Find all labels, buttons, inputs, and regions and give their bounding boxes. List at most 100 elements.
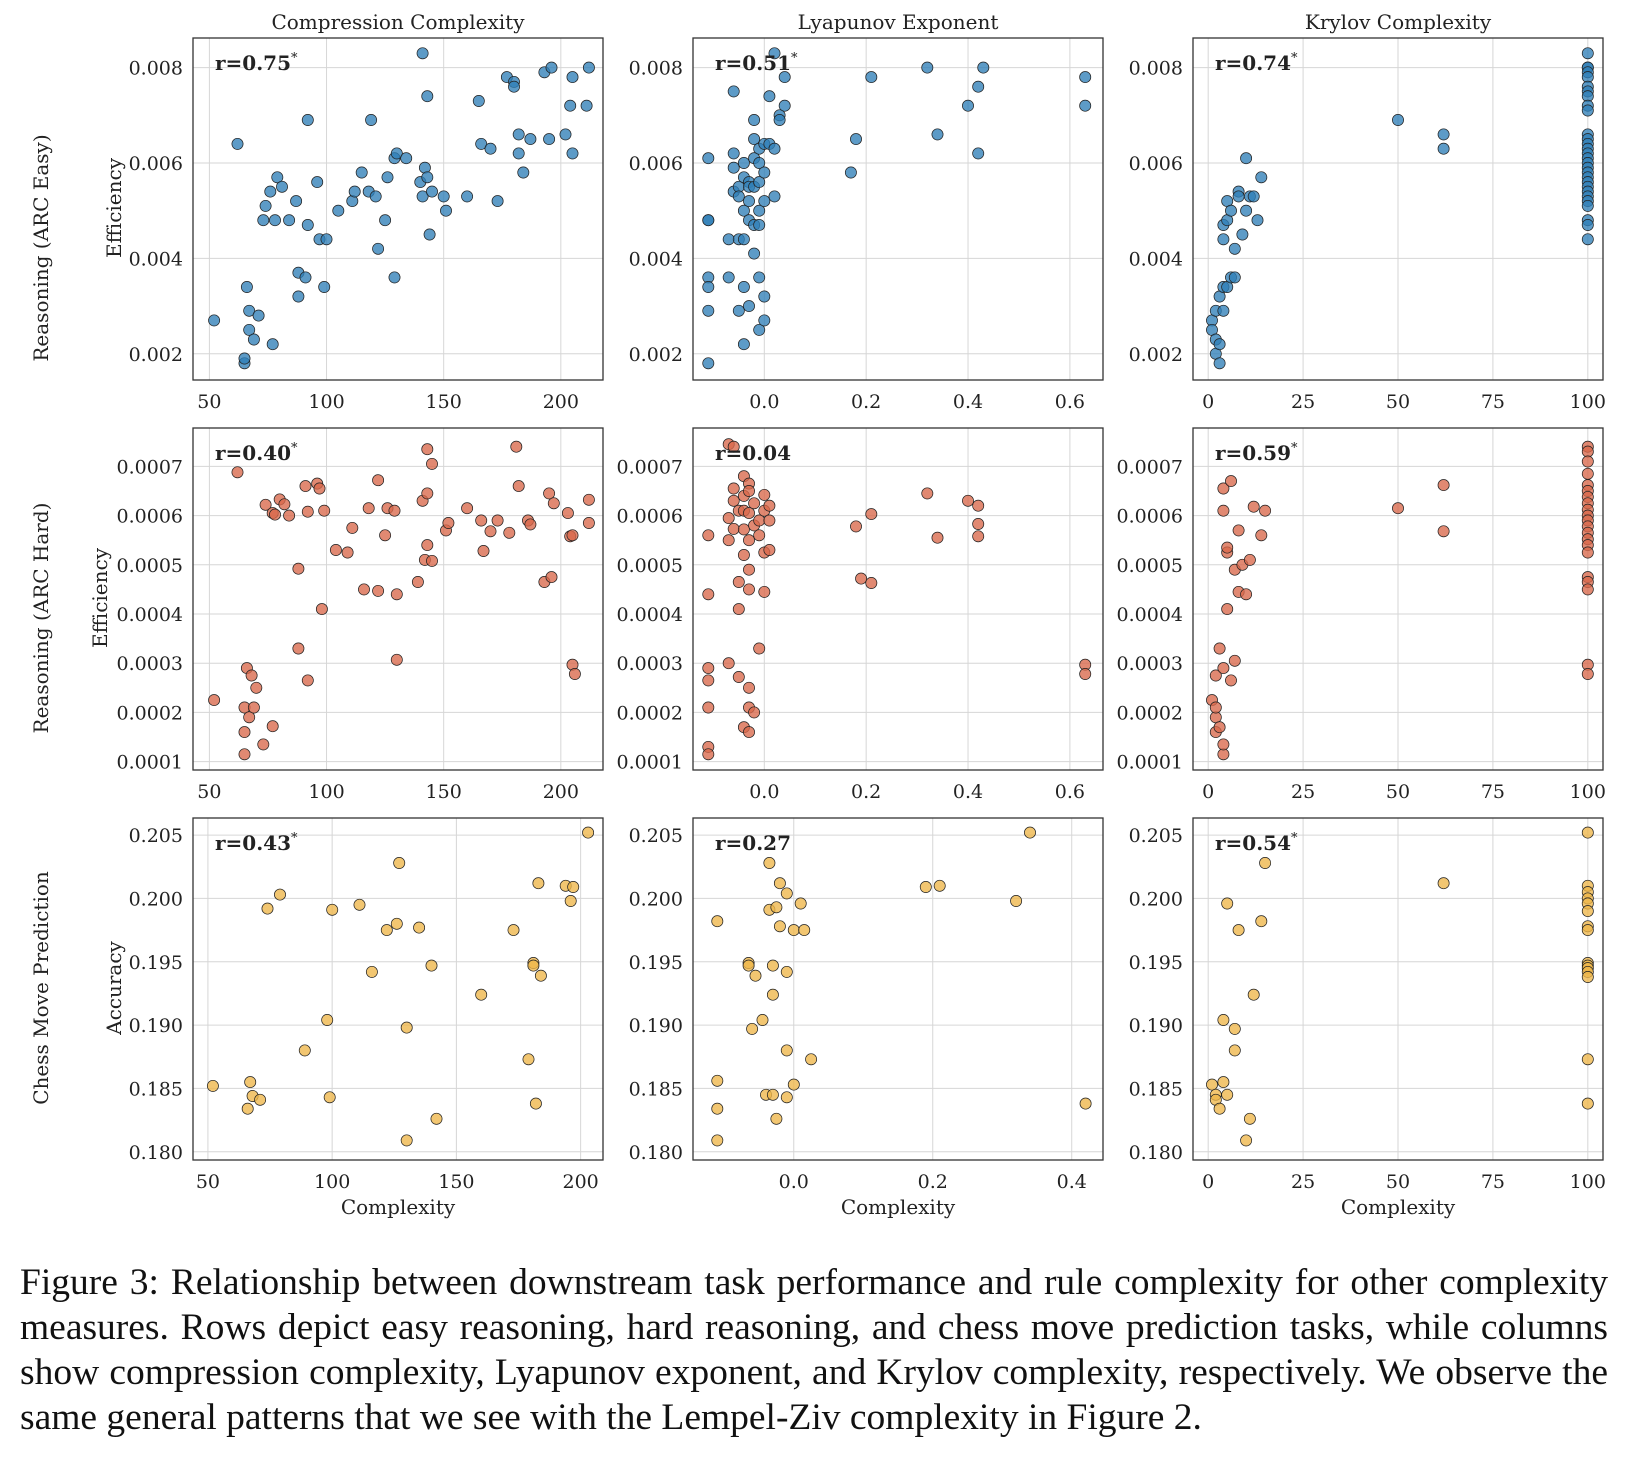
data-point (301, 219, 314, 231)
x-tick-label: 0 (1202, 781, 1214, 803)
data-point (390, 917, 403, 930)
plot-frame (692, 37, 1104, 381)
data-point (727, 85, 740, 98)
y-tick-label: 0.180 (129, 1142, 183, 1164)
ylabel-accuracy-row2: Accuracy (102, 940, 126, 1035)
data-point (778, 99, 791, 112)
data-point (510, 440, 523, 453)
data-point (1581, 1053, 1594, 1066)
data-point (320, 233, 333, 246)
plot-frame (192, 817, 604, 1161)
data-point (702, 357, 715, 370)
data-point (1221, 603, 1234, 616)
data-point (301, 505, 314, 518)
data-point (1217, 738, 1230, 751)
data-point (1259, 504, 1272, 517)
data-point (1217, 482, 1230, 495)
data-point (732, 603, 745, 616)
x-tick-label: 100 (1570, 1171, 1606, 1193)
x-tick-label: 100 (1570, 781, 1606, 803)
data-point (512, 128, 525, 141)
data-point (1581, 219, 1594, 231)
data-point (231, 137, 244, 150)
data-point (773, 920, 786, 933)
y-tick-label: 0.0007 (617, 456, 683, 478)
plot-frame (192, 37, 604, 381)
data-point (503, 526, 516, 539)
data-point (1225, 674, 1237, 687)
data-point (763, 544, 776, 556)
data-point (400, 152, 413, 165)
data-point (753, 514, 766, 527)
data-point (421, 171, 434, 184)
y-tick-label: 0.0004 (117, 604, 183, 626)
y-tick-label: 0.0007 (1117, 456, 1183, 478)
data-point (238, 748, 251, 761)
scatter-panel: 0 25 50 75 100 0.180 0.185 0.190 0.195 0.200 0.205… (1129, 817, 1606, 1193)
data-point (711, 915, 724, 928)
data-point (393, 857, 406, 869)
data-point (238, 726, 251, 739)
data-point (727, 522, 740, 535)
data-point (532, 877, 545, 890)
data-point (298, 1044, 311, 1057)
data-point (1236, 228, 1249, 241)
data-point (1437, 479, 1450, 492)
data-point (743, 534, 755, 547)
plot-frame (1192, 427, 1604, 771)
data-point (1213, 357, 1226, 370)
x-tick-label: 150 (426, 781, 462, 803)
y-tick-label: 0.0001 (117, 752, 183, 774)
x-tick-label: 25 (1291, 1171, 1315, 1193)
ylabel-efficiency-row0: Efficiency (102, 157, 126, 258)
data-point (748, 114, 761, 126)
ylabel-efficiency-row1: Efficiency (88, 547, 112, 648)
x-tick-label: 0.0 (749, 781, 779, 803)
data-point (972, 147, 985, 160)
data-point (524, 133, 537, 146)
data-point (257, 738, 270, 751)
data-point (787, 924, 800, 937)
data-point (1581, 104, 1594, 117)
data-point (326, 903, 339, 916)
data-point (379, 214, 392, 227)
data-point (753, 642, 766, 655)
data-point (919, 881, 932, 893)
data-point (732, 190, 745, 203)
data-point (748, 133, 761, 146)
data-point (748, 247, 761, 260)
data-point (1225, 204, 1237, 217)
data-point (292, 290, 305, 303)
data-point (798, 924, 811, 937)
data-point (1228, 1044, 1241, 1057)
data-point (766, 959, 779, 972)
data-point (301, 114, 314, 126)
data-point (743, 507, 755, 520)
data-point (1259, 857, 1272, 869)
x-tick-label: 75 (1481, 1171, 1505, 1193)
correlation-label: r=0.75* (215, 51, 298, 75)
data-point (743, 726, 755, 739)
figure-caption: Figure 3: Relationship between downstrea… (20, 1262, 1608, 1438)
y-tick-label: 0.205 (129, 825, 183, 847)
data-point (1581, 971, 1594, 983)
data-point (208, 314, 221, 327)
data-point (737, 233, 750, 246)
data-point (753, 176, 766, 189)
y-tick-label: 0.002 (129, 344, 183, 366)
scatter-panel: 50 100 150 200 0.002 0.004 0.006 0.008 r=0.75* (129, 37, 604, 413)
data-point (1392, 114, 1404, 126)
data-point (753, 204, 766, 217)
scatter-panel: 0.0 0.2 0.4 0.6 0.002 0.004 0.006 0.008 r=0.51* (629, 37, 1104, 413)
x-tick-label: 50 (1386, 1171, 1410, 1193)
y-tick-label: 0.008 (129, 58, 183, 80)
y-tick-label: 0.006 (1129, 153, 1183, 175)
data-point (247, 701, 260, 714)
data-point (780, 887, 793, 900)
data-point (702, 701, 715, 714)
data-point (931, 128, 944, 141)
data-point (743, 563, 755, 576)
data-point (702, 662, 715, 675)
data-point (426, 554, 438, 567)
data-point (768, 190, 781, 203)
